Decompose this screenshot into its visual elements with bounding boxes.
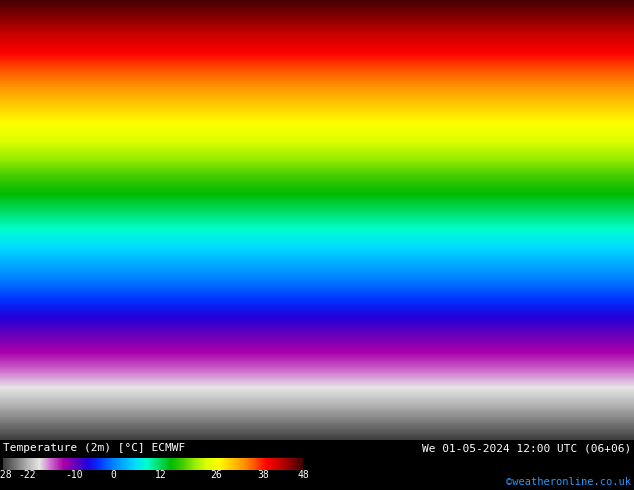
Text: 38: 38 — [257, 470, 269, 480]
Text: 48: 48 — [297, 470, 309, 480]
Text: We 01-05-2024 12:00 UTC (06+06): We 01-05-2024 12:00 UTC (06+06) — [422, 443, 631, 453]
Text: Temperature (2m) [°C] ECMWF: Temperature (2m) [°C] ECMWF — [3, 443, 185, 453]
Text: ©weatheronline.co.uk: ©weatheronline.co.uk — [506, 477, 631, 487]
Text: 12: 12 — [155, 470, 167, 480]
Text: -22: -22 — [18, 470, 36, 480]
Text: 0: 0 — [110, 470, 117, 480]
Text: -28: -28 — [0, 470, 12, 480]
Text: 26: 26 — [210, 470, 222, 480]
Text: -10: -10 — [65, 470, 83, 480]
